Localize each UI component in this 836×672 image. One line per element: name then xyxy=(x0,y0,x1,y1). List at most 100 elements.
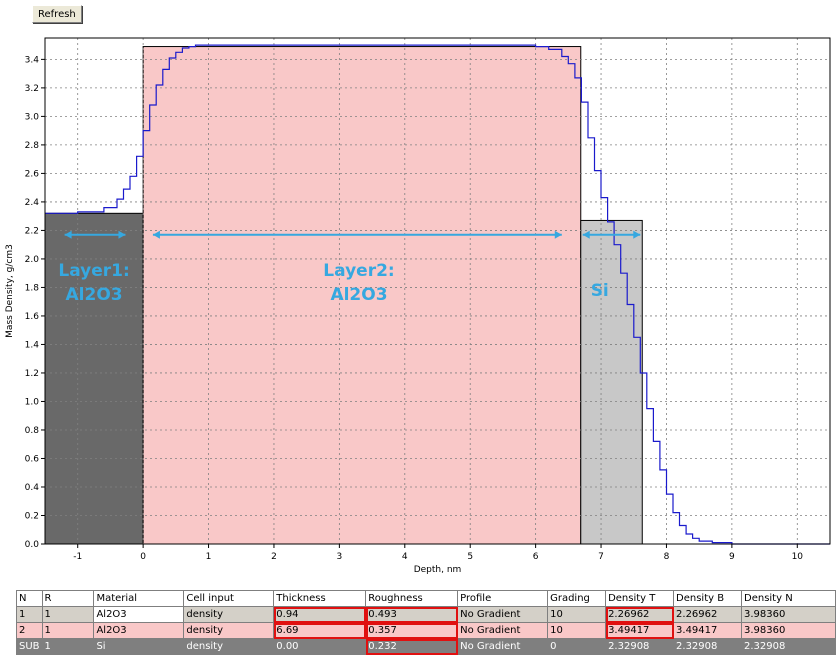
gridlines xyxy=(45,38,830,545)
cell-grading[interactable]: 10 xyxy=(547,622,607,639)
table-row[interactable]: 1 1 Al2O3 density 0.94 0.493 No Gradient 10 2.26… xyxy=(16,606,836,623)
header-density-n: Density N xyxy=(741,590,836,607)
header-profile: Profile xyxy=(457,590,549,607)
y-tick-label: 3.4 xyxy=(25,55,40,65)
arrow-head-right xyxy=(118,230,126,239)
annotation-1-line-2: Al2O3 xyxy=(66,285,123,305)
header-material: Material xyxy=(93,590,185,607)
cell-cell-input[interactable]: density xyxy=(183,638,275,655)
y-tick-label: 2.6 xyxy=(25,169,40,179)
cell-r[interactable]: 1 xyxy=(41,622,95,639)
cell-r[interactable]: 1 xyxy=(41,606,95,623)
cell-r[interactable]: 1 xyxy=(41,638,95,655)
arrow-head-left xyxy=(64,230,72,239)
layer-table: N R Material Cell input Thickness Roughness Pr… xyxy=(16,590,836,655)
arrow-head-left xyxy=(582,230,590,239)
density-profile-chart: Layer1: Al2O3 Layer2: Al2O3 Si -1 0 1 2 3 4 5 6 7 8 9 1… xyxy=(5,37,831,575)
cell-profile[interactable]: No Gradient xyxy=(457,622,549,639)
y-tick-label: 0.6 xyxy=(25,454,40,464)
cell-density-b[interactable]: 2.26962 xyxy=(673,606,742,623)
cell-density-t[interactable]: 3.49417 xyxy=(605,622,675,639)
x-tick-label: 1 xyxy=(206,552,212,562)
plot-frame xyxy=(44,37,831,545)
annotation-2-line-2: Al2O3 xyxy=(330,285,387,305)
header-cell-input: Cell input xyxy=(183,590,275,607)
header-density-t: Density T xyxy=(605,590,675,607)
cell-profile[interactable]: No Gradient xyxy=(457,606,549,623)
y-tick-label: 3.2 xyxy=(25,84,39,94)
cell-material[interactable]: Si xyxy=(93,638,185,655)
cell-thickness[interactable]: 0.00 xyxy=(273,638,367,655)
annotation-3-line-1: Si xyxy=(591,281,609,301)
cell-roughness[interactable]: 0.357 xyxy=(365,622,459,639)
y-tick-label: 0.8 xyxy=(25,426,40,436)
annotation-2-line-1: Layer2: xyxy=(323,261,394,281)
table-header-row: N R Material Cell input Thickness Roughness Pr… xyxy=(16,590,836,607)
cell-n[interactable]: 2 xyxy=(16,622,43,639)
cell-thickness[interactable]: 6.69 xyxy=(273,622,367,639)
x-tick-label: 9 xyxy=(729,552,735,562)
layer-block-3 xyxy=(580,219,643,545)
layer-blocks xyxy=(44,46,643,545)
layer-block-2 xyxy=(142,46,582,545)
cell-roughness[interactable]: 0.493 xyxy=(365,606,459,623)
y-tick-label: 2.2 xyxy=(25,226,39,236)
table-row[interactable]: 2 1 Al2O3 density 6.69 0.357 No Gradient 10 3.49… xyxy=(16,622,836,639)
x-tick-label: 0 xyxy=(140,552,146,562)
cell-density-t[interactable]: 2.26962 xyxy=(605,606,675,623)
x-axis-label: Depth, nm xyxy=(414,565,462,575)
cell-density-t[interactable]: 2.32908 xyxy=(605,638,675,655)
y-tick-label: 2.0 xyxy=(25,255,40,265)
x-tick-label: 2 xyxy=(271,552,277,562)
cell-cell-input[interactable]: density xyxy=(183,622,275,639)
cell-roughness[interactable]: 0.232 xyxy=(365,638,459,655)
y-tick-label: 1.8 xyxy=(25,283,40,293)
y-tick-label: 1.4 xyxy=(25,340,40,350)
header-thickness: Thickness xyxy=(273,590,367,607)
cell-cell-input[interactable]: density xyxy=(183,606,275,623)
y-tick-label: 0.0 xyxy=(25,540,40,550)
cell-n[interactable]: SUB xyxy=(16,638,43,655)
layer-block-1 xyxy=(44,212,144,545)
cell-n[interactable]: 1 xyxy=(16,606,43,623)
cell-density-b[interactable]: 2.32908 xyxy=(673,638,742,655)
cell-density-n[interactable]: 2.32908 xyxy=(741,638,836,655)
layer-arrows xyxy=(64,230,641,239)
header-r: R xyxy=(41,590,95,607)
cell-density-b[interactable]: 3.49417 xyxy=(673,622,742,639)
cell-profile[interactable]: No Gradient xyxy=(457,638,549,655)
cell-density-n[interactable]: 3.98360 xyxy=(741,606,836,623)
y-tick-label: 2.4 xyxy=(25,198,40,208)
header-density-b: Density B xyxy=(673,590,742,607)
density-curve xyxy=(45,44,830,545)
x-tick-label: -1 xyxy=(73,552,82,562)
arrow-head-right xyxy=(633,230,641,239)
x-axis-ticks: -1 0 1 2 3 4 5 6 7 8 9 10 xyxy=(73,544,803,562)
x-tick-label: 6 xyxy=(533,552,539,562)
cell-density-n[interactable]: 3.98360 xyxy=(741,622,836,639)
cell-thickness[interactable]: 0.94 xyxy=(273,606,367,623)
cell-grading[interactable]: 10 xyxy=(547,606,607,623)
cell-material[interactable]: Al2O3 xyxy=(93,622,185,639)
y-tick-label: 3.0 xyxy=(25,112,40,122)
y-tick-label: 1.2 xyxy=(25,369,39,379)
y-tick-label: 2.8 xyxy=(25,141,40,151)
y-tick-label: 1.0 xyxy=(25,397,40,407)
x-tick-label: 4 xyxy=(402,552,408,562)
refresh-button[interactable]: Refresh xyxy=(32,5,82,23)
annotation-1-line-1: Layer1: xyxy=(58,261,129,281)
y-axis-label: Mass Density, g/cm3 xyxy=(5,244,15,338)
x-tick-label: 10 xyxy=(792,552,804,562)
cell-grading[interactable]: 0 xyxy=(547,638,607,655)
y-axis-ticks: 0.0 0.2 0.4 0.6 0.8 1.0 1.2 1.4 1.6 1.8 2.0 2.2 2.4 2… xyxy=(25,55,45,550)
y-tick-label: 0.4 xyxy=(25,483,40,493)
header-grading: Grading xyxy=(547,590,607,607)
x-tick-label: 8 xyxy=(664,552,670,562)
y-tick-label: 1.6 xyxy=(25,312,40,322)
x-tick-label: 5 xyxy=(467,552,473,562)
table-row[interactable]: SUB 1 Si density 0.00 0.232 No Gradient 0 2.3290… xyxy=(16,638,836,655)
arrow-head-left xyxy=(152,230,160,239)
x-tick-label: 7 xyxy=(598,552,604,562)
x-tick-label: 3 xyxy=(337,552,343,562)
cell-material[interactable]: Al2O3 xyxy=(93,606,185,623)
